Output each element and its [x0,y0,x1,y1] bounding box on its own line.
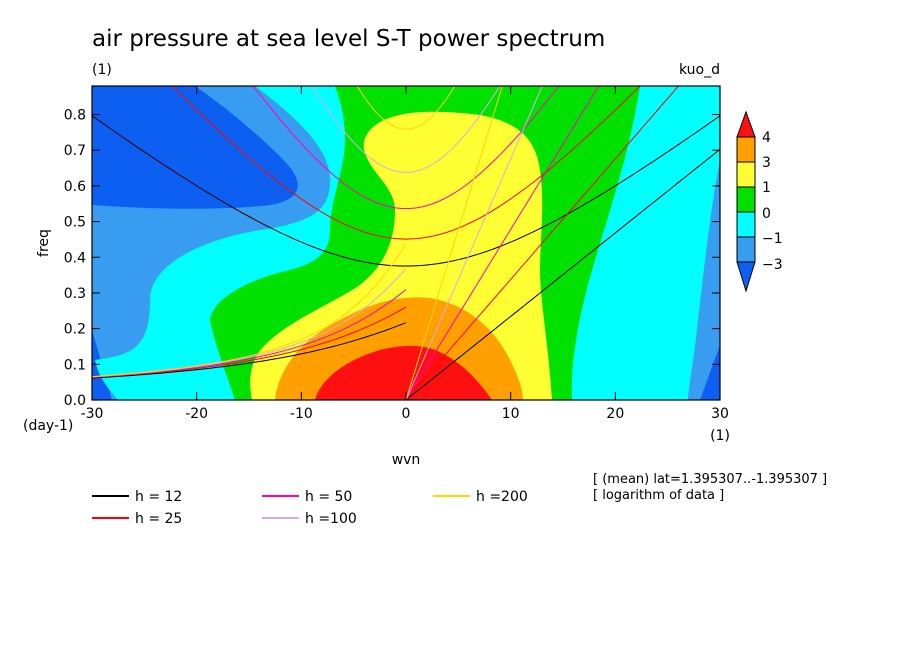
dispersion-curve-mixed [92,322,407,379]
dispersion-curve-kelvin [405,86,680,400]
dispersion-curve-gravity [252,86,560,210]
dispersion-curve-gravity [311,86,501,173]
contour-level-m3-bottom-right [700,345,720,400]
dispersion-curve-kelvin [405,86,600,400]
model-label: kuo_d [679,62,720,78]
colorbar-label: −3 [762,257,783,273]
legend-label: h =100 [305,511,357,527]
dispersion-curve-gravity [171,86,641,240]
legend-label: h = 50 [305,489,352,505]
legend-label: h =200 [476,489,528,505]
x-tick-label: -30 [81,406,104,422]
colorbar-label: 1 [762,180,771,196]
x-tick-label: 0 [402,406,411,422]
colorbar-label: 0 [762,206,771,222]
dispersion-curve-kelvin [405,86,503,400]
dispersion-curve-gravity [356,86,456,130]
x-tick-label: 10 [502,406,520,422]
colorbar-arrow-top [736,110,756,138]
annotation-mean-lat: [ (mean) lat=1.395307..-1.395307 ] [593,472,827,487]
x-tick-label: -10 [290,406,313,422]
colorbar-box-m1 [736,236,756,263]
y-tick-label: 0.0 [64,393,86,409]
colorbar-box-1 [736,186,756,213]
chart-title: air pressure at sea level S-T power spec… [92,26,605,52]
colorbar-box-4 [736,136,756,163]
x-tick-label: -20 [185,406,208,422]
contour-field [92,86,720,400]
y-axis-label: freq [36,229,52,257]
y-tick-label: 0.7 [64,143,86,159]
y-unit-label: (day-1) [23,418,73,434]
x-axis: -30 -20 -10 0 10 20 30 [81,86,729,422]
dispersion-curve-gravity [92,115,720,267]
dispersion-curves [92,86,720,400]
x-axis-label: wvn [392,452,421,468]
contour-level-m3-top-left [92,86,298,209]
x-unit-label: (1) [710,428,730,444]
x-tick-label: 30 [711,406,729,422]
y-tick-label: 0.8 [64,108,86,124]
colorbar-box-0 [736,211,756,238]
legend-label: h = 12 [135,489,182,505]
dispersion-curve-kelvin [405,86,543,400]
dispersion-curve-mixed [92,306,407,378]
annotation-logarithm: [ logarithm of data ] [593,488,724,503]
units-label: (1) [92,62,112,78]
contour-level-top [315,345,492,400]
legend: h = 12 h = 25 h = 50 h =100 h =200 [92,489,528,527]
colorbar: 4 3 1 0 −1 −3 [736,110,783,293]
dispersion-curve-kelvin [405,148,720,400]
colorbar-label: −1 [762,231,783,247]
y-tick-label: 0.2 [64,322,86,338]
colorbar-arrow-bottom [736,261,756,293]
colorbar-label: 3 [762,155,771,171]
y-tick-label: 0.6 [64,179,86,195]
y-axis: 0.0 0.1 0.2 0.3 0.4 0.5 0.6 0.7 0.8 [64,108,720,409]
legend-label: h = 25 [135,511,182,527]
y-tick-label: 0.1 [64,357,86,373]
colorbar-label: 4 [762,130,771,146]
colorbar-box-3 [736,161,756,188]
dispersion-curve-mixed [92,243,407,378]
y-tick-label: 0.3 [64,286,86,302]
y-tick-label: 0.5 [64,215,86,231]
y-tick-label: 0.4 [64,250,86,266]
x-tick-label: 20 [606,406,624,422]
